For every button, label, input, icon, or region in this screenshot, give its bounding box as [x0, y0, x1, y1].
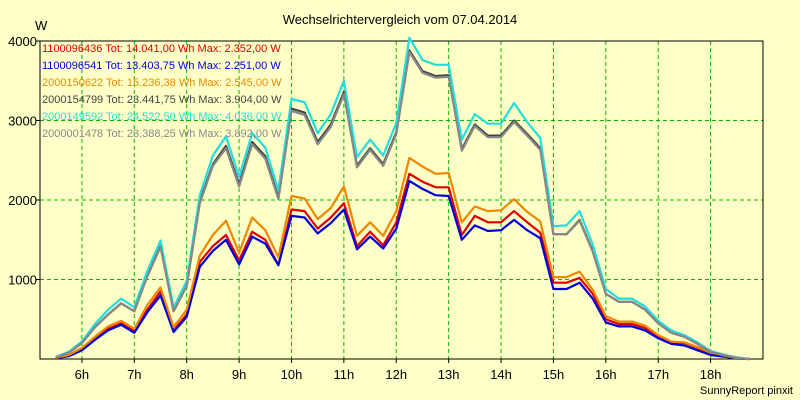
legend: 1100096436 Tot: 14.041,00 Wh Max: 2.352,…: [42, 43, 282, 140]
x-tick-label: 14h: [490, 367, 512, 382]
y-tick-label: 4000: [8, 34, 37, 49]
x-tick-label: 15h: [543, 367, 565, 382]
legend-entry-1100096541: 1100096541 Tot: 13.403,75 Wh Max: 2.251,…: [42, 60, 281, 72]
x-tick-label: 17h: [647, 367, 669, 382]
x-tick-label: 13h: [438, 367, 460, 382]
x-tick-label: 9h: [232, 367, 246, 382]
legend-entry-1100096436: 1100096436 Tot: 14.041,00 Wh Max: 2.352,…: [42, 43, 281, 55]
y-axis-unit-label: W: [35, 18, 48, 33]
x-tick-label: 16h: [595, 367, 617, 382]
series-line-1100096541: [55, 179, 750, 361]
x-tick-label: 6h: [75, 367, 89, 382]
y-tick-label: 2000: [8, 193, 37, 208]
legend-entry-2000149592: 2000149592 Tot: 24.522,50 Wh Max: 4.036,…: [42, 111, 282, 123]
legend-entry-2000001478: 2000001478 Tot: 23.388,25 Wh Max: 3.892,…: [42, 128, 282, 140]
x-tick-label: 7h: [127, 367, 141, 382]
x-tick-label: 12h: [385, 367, 407, 382]
series-line-2000150622: [55, 156, 750, 361]
legend-entry-2000150622: 2000150622 Tot: 15.236,38 Wh Max: 2.545,…: [42, 77, 282, 89]
x-tick-label: 11h: [334, 367, 355, 382]
series-layer: [55, 36, 751, 361]
y-tick-label: 1000: [8, 273, 37, 288]
y-tick-label: 3000: [8, 114, 37, 129]
x-tick-label: 8h: [179, 367, 193, 382]
x-tick-label: 18h: [700, 367, 722, 382]
footer-credit: SunnyReport pinxit: [700, 385, 793, 397]
series-line-2000001478: [55, 50, 751, 361]
axes: 1000 2000 3000 4000 6h 7h 8h 9h 10h 11h 12h 13h 14h 1…: [8, 34, 764, 382]
legend-entry-2000154799: 2000154799 Tot: 23.441,75 Wh Max: 3.904,…: [42, 94, 282, 106]
chart-title: Wechselrichtervergleich vom 07.04.2014: [283, 12, 518, 27]
x-tick-label: 10h: [281, 367, 303, 382]
